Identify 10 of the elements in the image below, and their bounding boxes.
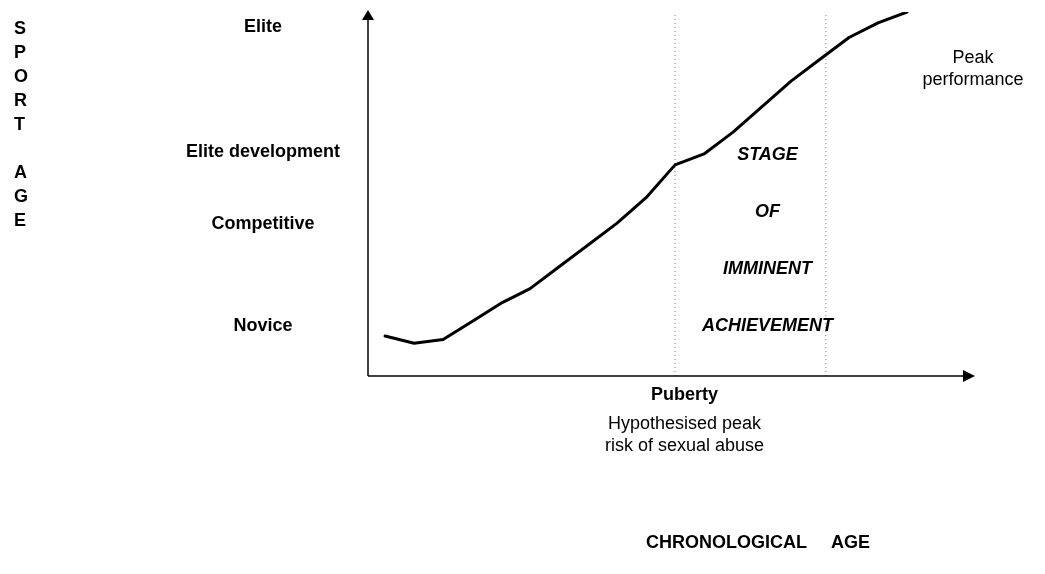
text: Hypothesised peak risk of sexual abuse	[604, 412, 766, 456]
text: Elite development	[184, 140, 341, 162]
text: Puberty	[650, 383, 720, 405]
text: CHRONOLOGICAL AGE	[645, 531, 871, 553]
text: Novice	[232, 314, 294, 336]
text: Peak performance	[921, 46, 1025, 90]
text: Competitive	[210, 212, 316, 234]
text: Elite	[243, 15, 283, 37]
text: SPORT AGE	[14, 18, 29, 230]
text: STAGE OF IMMINENT ACHIEVEMENT	[702, 144, 834, 335]
